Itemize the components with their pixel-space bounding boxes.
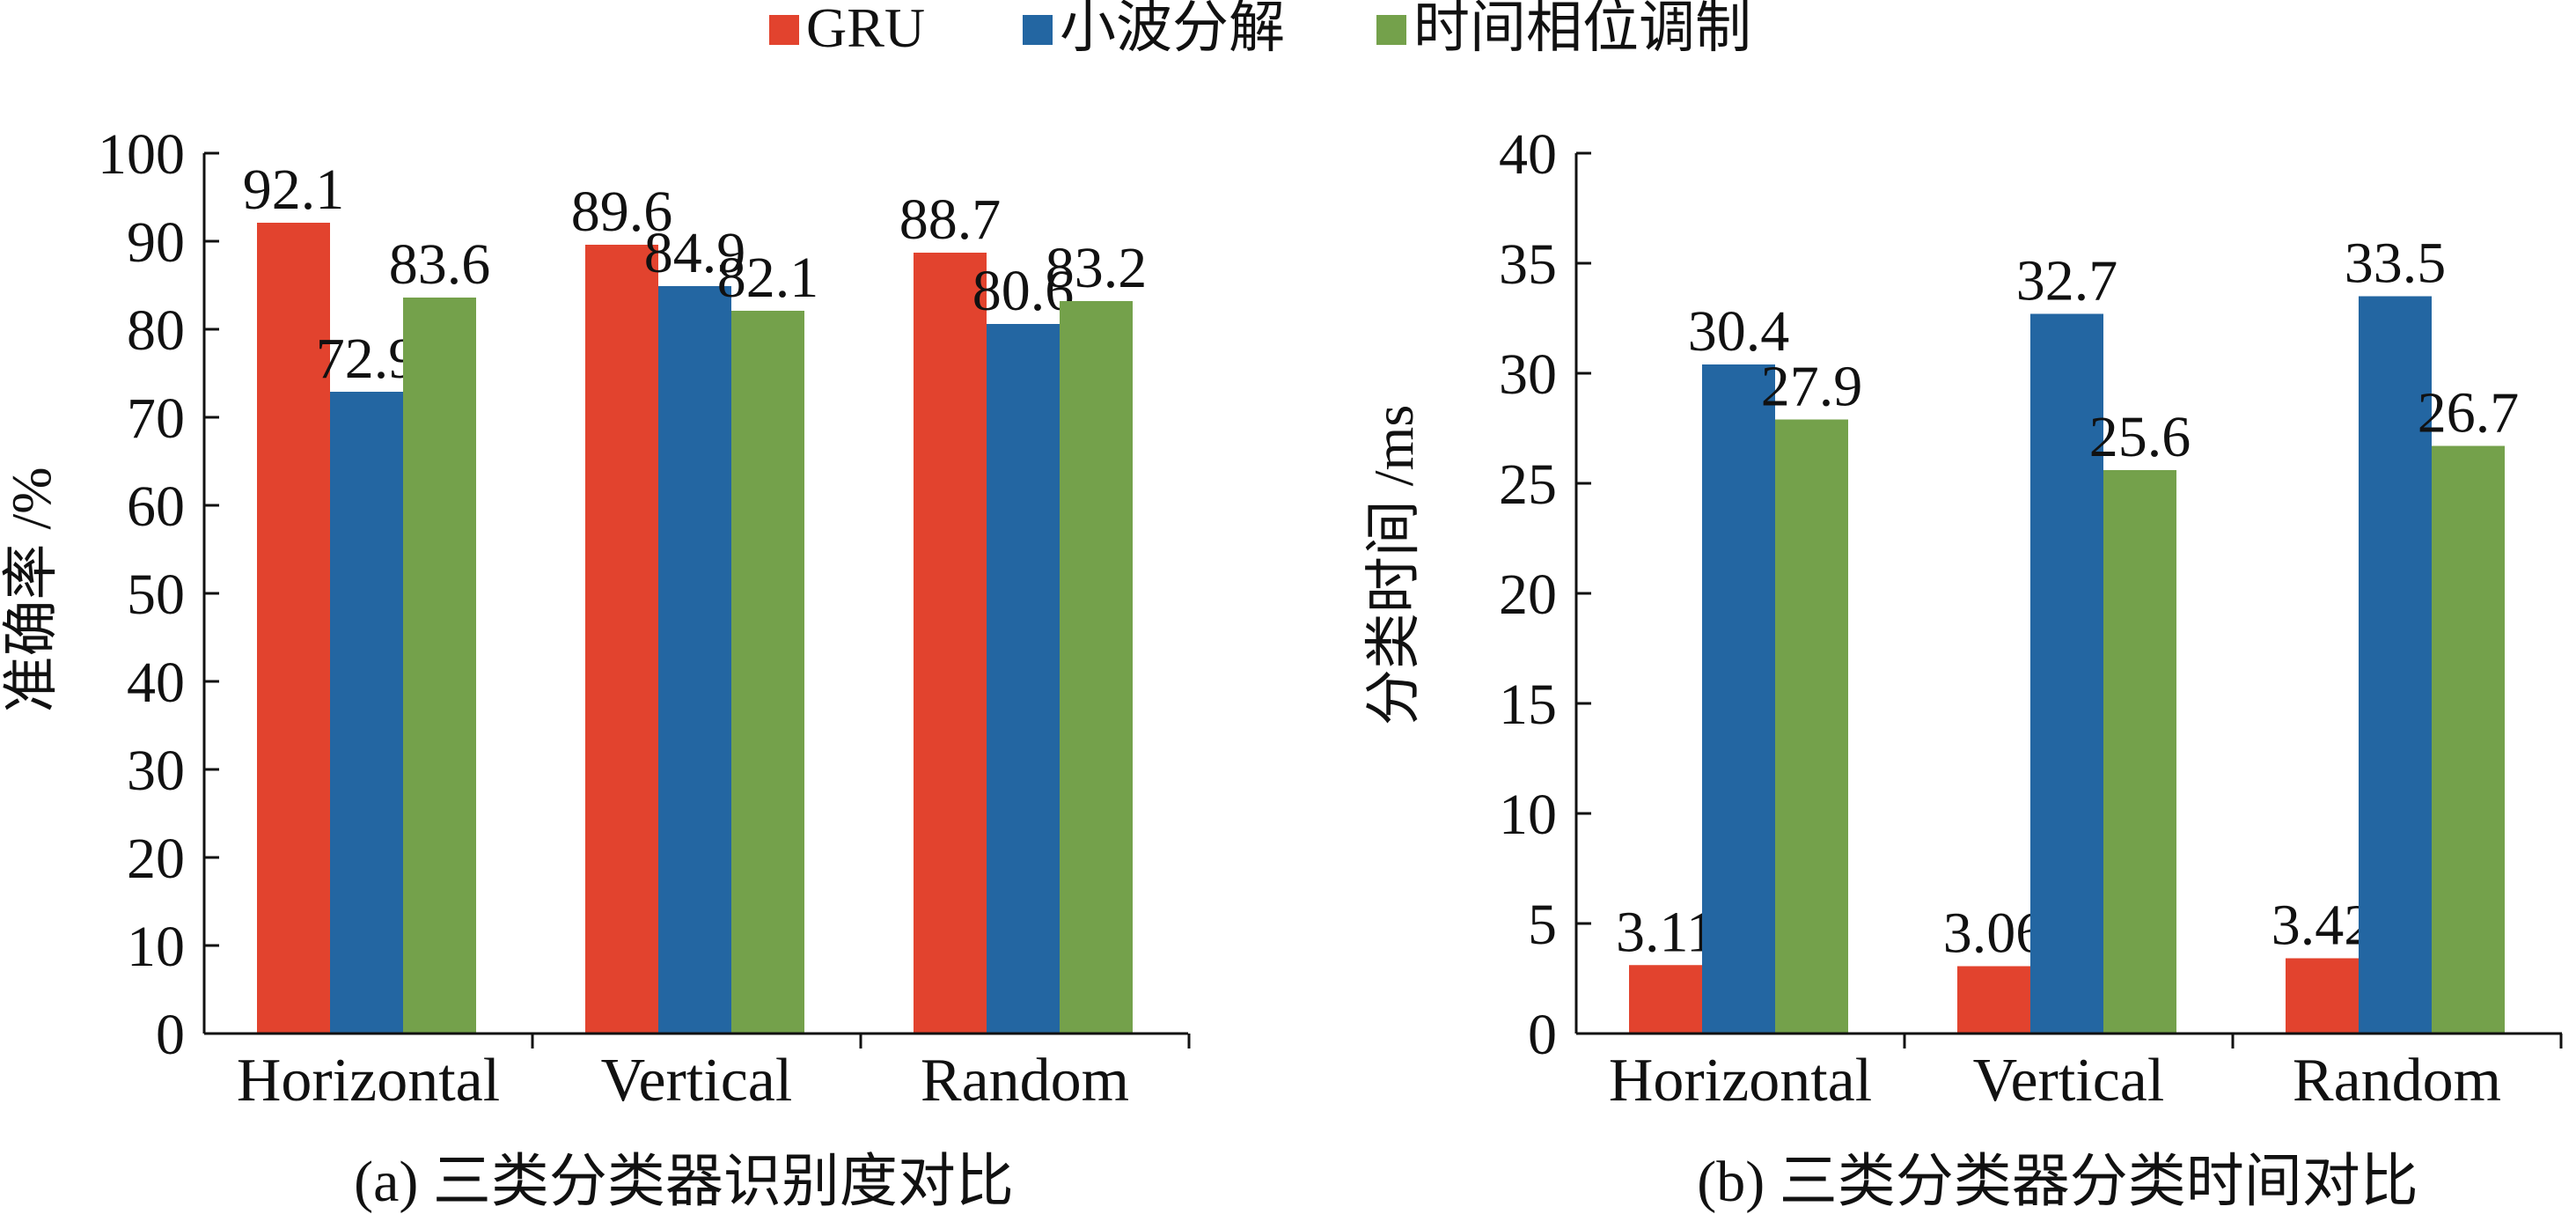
y-tick-label: 30 <box>127 739 185 803</box>
data-label: 92.1 <box>243 158 345 222</box>
chart-a: 92.1 72.9 83.6 Horizontal 89.684.982.1 Vertic… <box>0 122 1191 1214</box>
y-tick-label: 5 <box>1528 893 1557 957</box>
panel-title: (b) 三类分类器分类时间对比 <box>1697 1150 2418 1214</box>
category-label: Random <box>2293 1047 2501 1115</box>
data-label: 72.9 <box>316 327 418 391</box>
bar-random-1 <box>914 253 987 1034</box>
legend-label-2: 小波分解 <box>1060 0 1285 59</box>
data-label: 80.6 <box>972 259 1075 323</box>
bar-horizontal-2 <box>1702 364 1775 1034</box>
chart-b: 3.11 30.427.9 Horizontal 3.06 32.7 25.6 Vertic… <box>1362 122 2563 1214</box>
bar-random-3 <box>2432 445 2505 1034</box>
bar-random-2 <box>987 324 1060 1034</box>
bar-vertical-2 <box>658 286 731 1034</box>
data-label: 83.2 <box>1046 236 1148 300</box>
data-label: 3.06 <box>1943 901 2045 966</box>
y-axis-label: 准确率 /% <box>0 467 62 712</box>
bar-random-2 <box>2359 296 2432 1034</box>
bar-horizontal-2 <box>330 392 403 1034</box>
y-tick-label: 25 <box>1499 452 1557 517</box>
y-tick-label: 70 <box>127 386 185 451</box>
data-label: 30.4 <box>1688 299 1790 364</box>
data-label: 32.7 <box>2016 249 2118 313</box>
y-tick-label: 15 <box>1499 673 1557 737</box>
bar-horizontal-1 <box>1629 965 1702 1034</box>
category-label: Horizontal <box>237 1047 500 1115</box>
bar-vertical-3 <box>2103 470 2176 1034</box>
y-tick-label: 40 <box>1499 122 1557 187</box>
bar-vertical-1 <box>1957 966 2030 1034</box>
data-label: 3.11 <box>1616 900 1715 964</box>
bar-vertical-2 <box>2030 313 2103 1034</box>
y-tick-label: 100 <box>98 122 185 187</box>
data-label: 89.6 <box>571 180 673 244</box>
bar-random-3 <box>1060 301 1133 1034</box>
data-label: 25.6 <box>2089 405 2191 469</box>
y-tick-label: 35 <box>1499 232 1557 297</box>
panel-title: (a) 三类分类器识别度对比 <box>354 1150 1014 1214</box>
y-tick-label: 0 <box>1528 1003 1557 1067</box>
bar-horizontal-3 <box>1775 419 1848 1034</box>
y-tick-label: 40 <box>127 651 185 715</box>
bar-horizontal-3 <box>403 298 476 1034</box>
data-label: 88.7 <box>899 188 1002 252</box>
category-label: Vertical <box>601 1047 793 1115</box>
data-label: 27.9 <box>1761 355 1863 419</box>
category-label: Vertical <box>1973 1047 2165 1115</box>
legend-swatch-2 <box>1023 15 1053 45</box>
category-label: Horizontal <box>1609 1047 1872 1115</box>
data-label: 84.9 <box>644 221 746 285</box>
y-tick-label: 30 <box>1499 342 1557 407</box>
legend-label-3: 时间相位调制 <box>1413 0 1751 59</box>
y-tick-label: 10 <box>127 915 185 979</box>
data-label: 82.1 <box>717 246 819 310</box>
bar-vertical-3 <box>731 311 804 1034</box>
y-tick-label: 80 <box>127 298 185 363</box>
y-tick-label: 10 <box>1499 783 1557 847</box>
data-label: 83.6 <box>389 232 491 297</box>
y-tick-label: 20 <box>1499 563 1557 627</box>
bar-random-1 <box>2286 958 2359 1034</box>
legend-label-1: GRU <box>806 0 925 59</box>
data-label: 3.42 <box>2271 894 2374 958</box>
data-label: 26.7 <box>2418 381 2520 445</box>
legend-swatch-1 <box>769 15 799 45</box>
y-tick-label: 60 <box>127 475 185 539</box>
data-label: 33.5 <box>2345 232 2447 296</box>
y-tick-label: 50 <box>127 563 185 627</box>
y-tick-label: 0 <box>156 1003 185 1067</box>
legend-swatch-3 <box>1376 15 1406 45</box>
bar-horizontal-1 <box>257 223 330 1034</box>
category-label: Random <box>921 1047 1129 1115</box>
bar-vertical-1 <box>585 245 658 1034</box>
y-tick-label: 90 <box>127 210 185 275</box>
legend: GRU 小波分解 时间相位调制 <box>769 0 1751 59</box>
y-axis-label: 分类时间 /ms <box>1362 405 1425 725</box>
y-tick-label: 20 <box>127 827 185 891</box>
